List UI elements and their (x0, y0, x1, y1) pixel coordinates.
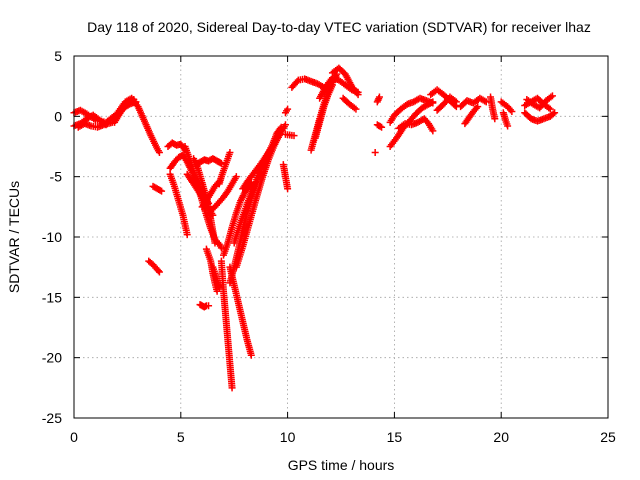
data-point-marker (155, 268, 163, 276)
data-markers (70, 64, 559, 392)
data-point-marker (548, 92, 556, 100)
series-arc-45 (457, 94, 490, 111)
data-point-marker (429, 127, 437, 135)
data-point-marker (155, 149, 163, 157)
data-point-marker (205, 302, 213, 310)
axis-ticks (73, 55, 609, 419)
x-axis-label: GPS time / hours (288, 457, 395, 473)
data-point-marker (290, 132, 298, 140)
x-tick-label: 20 (493, 429, 509, 445)
data-point-marker (549, 110, 557, 118)
series-arc-29 (281, 105, 292, 117)
data-point-marker (378, 123, 386, 131)
y-tick-label: -10 (42, 229, 62, 245)
series-arc-33 (311, 81, 336, 142)
data-point-marker (508, 108, 516, 116)
data-point-marker (482, 98, 490, 106)
y-axis-tick-labels: 5 0 -5 -10 -15 -20 -25 (42, 48, 62, 426)
y-tick-label: -5 (50, 169, 63, 185)
data-point-marker (228, 384, 236, 392)
y-tick-label: -20 (42, 350, 62, 366)
series-arc-13 (190, 155, 219, 247)
series-arc-04 (111, 95, 138, 126)
data-point-marker (354, 91, 362, 99)
data-point-marker (546, 105, 554, 113)
x-tick-label: 15 (387, 429, 403, 445)
data-point-marker (284, 185, 292, 193)
data-point-marker (452, 98, 460, 106)
series-arc-30 (281, 130, 298, 140)
series-arc-42 (395, 115, 437, 135)
x-axis-tick-labels: 0 5 10 15 20 25 (70, 429, 616, 445)
data-point-marker (156, 186, 164, 194)
series-arc-27 (239, 140, 279, 193)
series-arc-05 (145, 257, 163, 276)
data-point-marker (352, 105, 360, 113)
series-arc-06 (149, 182, 166, 195)
series-arc-38 (373, 121, 386, 131)
data-point-marker (217, 159, 225, 167)
series-arc-31 (288, 75, 328, 91)
x-tick-label: 5 (177, 429, 185, 445)
data-point-marker (504, 122, 512, 130)
series-arc-52 (521, 94, 554, 113)
y-axis-label: SDTVAR / TECUs (6, 181, 22, 293)
data-point-marker (232, 173, 240, 181)
data-point-marker (130, 95, 138, 103)
series-arc-16 (196, 301, 213, 311)
chart-title: Day 118 of 2020, Sidereal Day-to-day VTE… (87, 19, 591, 35)
data-point-marker (154, 267, 162, 275)
series-arc-19 (207, 173, 240, 214)
series-arc-21 (220, 179, 255, 259)
series-arc-46 (461, 103, 482, 128)
data-point-marker (281, 121, 289, 129)
data-point-marker (271, 140, 279, 148)
data-point-marker (158, 187, 166, 195)
data-point-marker (427, 99, 435, 107)
data-point-marker (371, 149, 379, 157)
y-tick-label: -15 (42, 289, 62, 305)
series-arc-08 (166, 170, 191, 239)
y-tick-label: 5 (54, 48, 62, 64)
series-arc-28 (279, 161, 292, 193)
data-point-marker (284, 105, 292, 113)
series-arc-15 (198, 177, 223, 211)
data-point-marker (551, 109, 559, 117)
data-point-marker (211, 239, 219, 247)
data-point-marker (213, 287, 221, 295)
series-arc-20 (215, 149, 234, 188)
data-point-marker (491, 115, 499, 123)
data-point-marker (217, 244, 225, 252)
series-arc-47 (487, 93, 499, 123)
data-point-marker (474, 103, 482, 111)
series-arc-37 (373, 93, 383, 106)
grid-lines (74, 56, 608, 418)
data-point-marker (375, 93, 383, 101)
series-arc-44 (433, 93, 460, 114)
series-arc-35 (328, 64, 362, 99)
y-tick-label: 0 (54, 108, 62, 124)
series-arc-22 (217, 257, 236, 392)
x-tick-label: 0 (70, 429, 78, 445)
data-point-marker (183, 231, 191, 239)
data-point-marker (226, 149, 234, 157)
series-arc-48 (497, 98, 516, 116)
data-point-marker (376, 122, 384, 130)
x-tick-label: 10 (280, 429, 296, 445)
series-arc-49 (499, 109, 512, 130)
series-arc-18 (209, 263, 223, 292)
data-point-marker (429, 98, 437, 106)
y-tick-label: -25 (42, 410, 62, 426)
data-point-marker (247, 351, 255, 359)
series-arc-14 (192, 155, 225, 169)
series-arc-39 (371, 149, 379, 157)
series-arc-36 (339, 94, 360, 113)
series-arc-50 (521, 109, 559, 125)
x-tick-label: 25 (600, 429, 616, 445)
